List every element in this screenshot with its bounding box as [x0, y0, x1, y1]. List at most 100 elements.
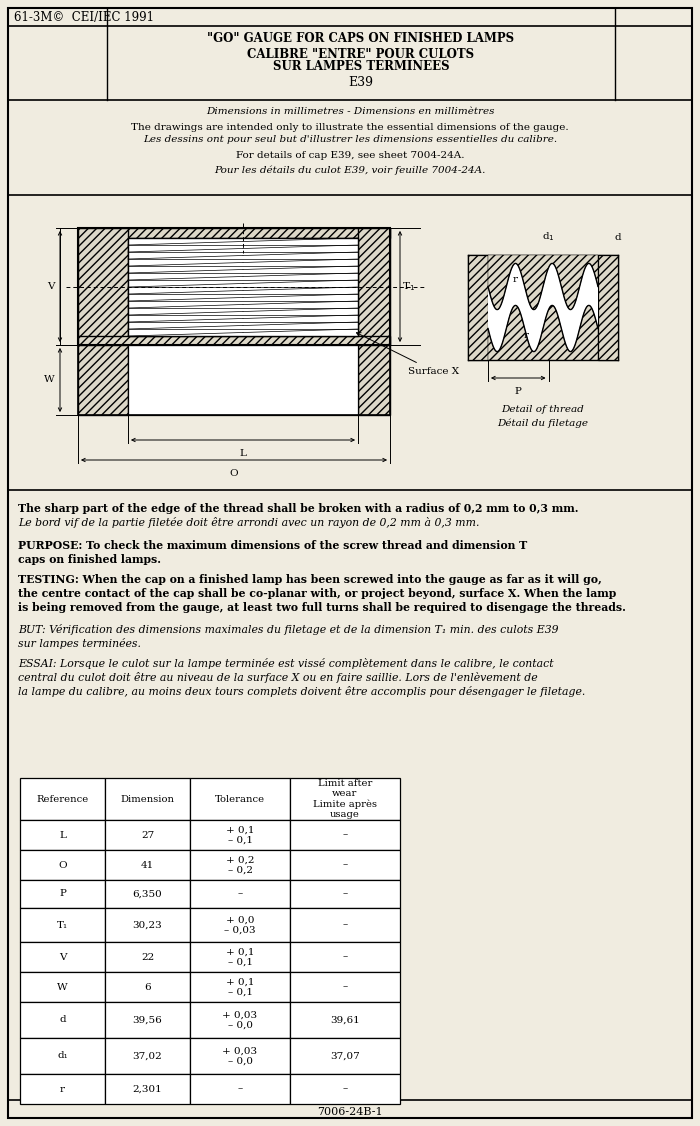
Text: W: W: [44, 375, 55, 384]
Text: –: –: [342, 890, 348, 899]
Bar: [190, 778, 290, 820]
Bar: [290, 778, 400, 820]
Text: Détail du filetage: Détail du filetage: [498, 418, 589, 428]
Text: –: –: [237, 890, 243, 899]
Text: L: L: [59, 831, 66, 840]
Text: L: L: [239, 448, 246, 457]
Text: Pour les détails du culot E39, voir feuille 7004-24A.: Pour les détails du culot E39, voir feui…: [214, 166, 486, 175]
Text: caps on finished lamps.: caps on finished lamps.: [18, 554, 161, 565]
Bar: [190, 850, 290, 881]
Text: Limit after
wear
Limite après
usage: Limit after wear Limite après usage: [313, 778, 377, 820]
Bar: [105, 972, 190, 1002]
Text: V: V: [59, 953, 66, 962]
Text: PURPOSE: To check the maximum dimensions of the screw thread and dimension T: PURPOSE: To check the maximum dimensions…: [18, 540, 527, 551]
Bar: [78, 227, 128, 345]
Bar: [190, 881, 290, 908]
Text: Surface X: Surface X: [356, 332, 459, 375]
Text: Les dessins ont pour seul but d'illustrer les dimensions essentielles du calibre: Les dessins ont pour seul but d'illustre…: [143, 135, 557, 144]
Text: TESTING: When the cap on a finished lamp has been screwed into the gauge as far : TESTING: When the cap on a finished lamp…: [18, 574, 602, 586]
Text: is being removed from the gauge, at least two full turns shall be required to di: is being removed from the gauge, at leas…: [18, 602, 626, 613]
Bar: [290, 1074, 400, 1103]
Bar: [105, 1074, 190, 1103]
Bar: [190, 908, 290, 942]
Text: 27: 27: [141, 831, 154, 840]
Text: –: –: [342, 953, 348, 962]
Bar: [78, 345, 390, 415]
Text: Dimension: Dimension: [120, 795, 174, 804]
Bar: [20, 820, 105, 850]
Bar: [290, 908, 400, 942]
Text: + 0,03
– 0,0: + 0,03 – 0,0: [223, 1046, 258, 1065]
Bar: [468, 254, 488, 360]
Bar: [78, 227, 390, 238]
Text: 37,02: 37,02: [132, 1052, 162, 1061]
Text: sur lampes terminées.: sur lampes terminées.: [18, 638, 141, 649]
Text: d: d: [60, 1016, 66, 1025]
Text: 22: 22: [141, 953, 154, 962]
Text: + 0,0
– 0,03: + 0,0 – 0,03: [224, 915, 256, 935]
Bar: [290, 1038, 400, 1074]
Bar: [105, 820, 190, 850]
Text: + 0,1
– 0,1: + 0,1 – 0,1: [225, 947, 254, 967]
Text: la lampe du calibre, au moins deux tours complets doivent être accomplis pour dé: la lampe du calibre, au moins deux tours…: [18, 686, 585, 697]
Text: + 0,1
– 0,1: + 0,1 – 0,1: [225, 977, 254, 997]
Text: d: d: [615, 232, 622, 241]
Bar: [290, 942, 400, 972]
Bar: [20, 972, 105, 1002]
Text: SUR LAMPES TERMINEES: SUR LAMPES TERMINEES: [273, 61, 449, 73]
Text: d$_1$: d$_1$: [542, 231, 555, 243]
Text: 39,56: 39,56: [132, 1016, 162, 1025]
Text: Tolerance: Tolerance: [215, 795, 265, 804]
Bar: [20, 1038, 105, 1074]
Bar: [105, 1038, 190, 1074]
Text: 2,301: 2,301: [132, 1084, 162, 1093]
Bar: [290, 850, 400, 881]
Text: Reference: Reference: [36, 795, 89, 804]
Bar: [290, 1002, 400, 1038]
Bar: [78, 336, 390, 345]
Text: ESSAI: Lorsque le culot sur la lampe terminée est vissé complètement dans le cal: ESSAI: Lorsque le culot sur la lampe ter…: [18, 658, 554, 669]
Text: The sharp part of the edge of the thread shall be broken with a radius of 0,2 mm: The sharp part of the edge of the thread…: [18, 503, 578, 513]
Text: V: V: [48, 282, 55, 291]
Bar: [290, 972, 400, 1002]
Text: 37,07: 37,07: [330, 1052, 360, 1061]
Text: W: W: [57, 983, 68, 992]
Text: P: P: [59, 890, 66, 899]
Bar: [190, 972, 290, 1002]
Text: r: r: [524, 331, 529, 340]
Bar: [488, 254, 598, 360]
Text: 6,350: 6,350: [132, 890, 162, 899]
Bar: [190, 820, 290, 850]
Text: T$_1$: T$_1$: [402, 280, 415, 293]
Text: P: P: [514, 386, 522, 395]
Text: 41: 41: [141, 860, 154, 869]
Bar: [290, 881, 400, 908]
Bar: [105, 850, 190, 881]
Bar: [20, 1002, 105, 1038]
Text: 30,23: 30,23: [132, 920, 162, 929]
Bar: [105, 942, 190, 972]
Text: E39: E39: [349, 77, 374, 89]
Bar: [105, 908, 190, 942]
Bar: [128, 238, 358, 336]
Text: BUT: Vérification des dimensions maximales du filetage et de la dimension T₁ min: BUT: Vérification des dimensions maximal…: [18, 624, 559, 635]
Bar: [358, 345, 390, 415]
Text: "GO" GAUGE FOR CAPS ON FINISHED LAMPS: "GO" GAUGE FOR CAPS ON FINISHED LAMPS: [207, 32, 514, 45]
Text: The drawings are intended only to illustrate the essential dimensions of the gau: The drawings are intended only to illust…: [131, 123, 569, 132]
Bar: [190, 942, 290, 972]
Bar: [20, 908, 105, 942]
Text: + 0,1
– 0,1: + 0,1 – 0,1: [225, 825, 254, 844]
Text: 39,61: 39,61: [330, 1016, 360, 1025]
Bar: [105, 881, 190, 908]
Text: O: O: [230, 468, 238, 477]
Bar: [290, 820, 400, 850]
Bar: [190, 1002, 290, 1038]
Text: CALIBRE "ENTRE" POUR CULOTS: CALIBRE "ENTRE" POUR CULOTS: [247, 47, 475, 61]
Text: r: r: [60, 1084, 65, 1093]
Bar: [20, 1074, 105, 1103]
Bar: [190, 1074, 290, 1103]
Bar: [20, 881, 105, 908]
Bar: [20, 850, 105, 881]
Text: T₁: T₁: [57, 920, 68, 929]
Bar: [128, 345, 358, 415]
